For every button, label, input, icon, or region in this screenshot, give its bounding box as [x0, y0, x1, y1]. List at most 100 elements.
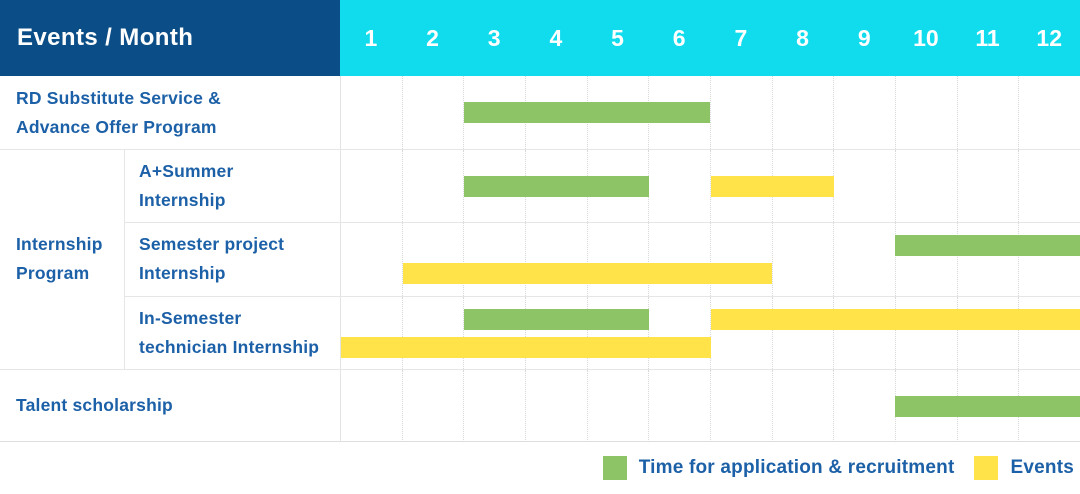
month-header-11: 11: [975, 24, 1000, 51]
subrow-label: In-Semester technician Internship: [139, 307, 320, 357]
month-header-2: 2: [426, 24, 439, 51]
grid-cell: [956, 223, 1019, 296]
grid-cell: [463, 76, 525, 150]
grid-cell: [833, 150, 895, 223]
gantt-bar-green: [895, 235, 1080, 257]
month-header-row: 1 2 3 4 5 6 7 8 9 10 11 12: [340, 0, 1080, 76]
month-header-3: 3: [487, 24, 501, 51]
grid-cell: [833, 296, 895, 369]
grid-cell: [710, 369, 772, 442]
grid-cell: [401, 296, 464, 369]
row-label: RD Substitute Service & Advance Offer Pr…: [16, 87, 221, 137]
row-label: Talent scholarship: [16, 395, 173, 416]
grid-cell: [895, 223, 957, 296]
legend-swatch-green: [602, 456, 627, 480]
grid-cell: [586, 223, 649, 296]
grid-cell: [1018, 150, 1080, 223]
grid-cell: [771, 76, 834, 150]
grid-cell: [401, 223, 464, 296]
grid-cell: [341, 76, 402, 149]
grid-cell: [833, 223, 895, 296]
grid-cell: [586, 296, 649, 369]
grid-cell: [463, 223, 525, 296]
month-header-6: 6: [672, 24, 686, 51]
grid-cell: [771, 296, 834, 369]
gantt-bar-green: [464, 102, 711, 123]
subrows: A+Summer Internship Semester project Inte…: [125, 150, 1080, 369]
grid-cell: [710, 223, 772, 296]
grid-cell: [771, 223, 834, 296]
grid-cell: [401, 76, 464, 150]
grid-cell: [895, 150, 957, 223]
subrow-0: A+Summer Internship: [125, 150, 1080, 223]
grid-cell: [401, 369, 464, 442]
grid-cell: [895, 76, 957, 150]
subrow-1: Semester project Internship: [125, 222, 1080, 296]
row-grid: [340, 150, 1080, 223]
grid-cell: [1018, 296, 1080, 369]
month-header-8: 8: [796, 24, 809, 51]
grid-cell: [648, 369, 710, 442]
month-header-7: 7: [734, 24, 748, 51]
month-header-4: 4: [549, 24, 563, 51]
grid-cell: [648, 150, 710, 223]
month-header-5: 5: [611, 24, 624, 51]
row-grid: [340, 223, 1080, 296]
grid-cell: [586, 369, 649, 442]
grid-cell: [341, 370, 402, 442]
month-header-10: 10: [913, 24, 939, 51]
grid-cell: [341, 150, 402, 222]
gantt-bar-green: [464, 308, 649, 330]
grid-cell: [648, 223, 710, 296]
month-header-1: 1: [364, 24, 378, 51]
grid-cell: [833, 76, 895, 150]
grid-cell: [341, 297, 402, 369]
grid-cell: [463, 150, 525, 223]
row-grid: [340, 296, 1080, 369]
legend-item-yellow: Events: [974, 456, 1074, 480]
month-header-12: 12: [1036, 24, 1063, 51]
group-row-1: Internship Program A+Summer Internship Sem…: [0, 149, 1080, 369]
legend-item-green: Time for application & recruitment: [602, 456, 955, 480]
row-grid: [340, 76, 1080, 150]
grid-cell: [648, 296, 710, 369]
gantt-bar-green: [464, 176, 649, 198]
grid-cell: [341, 223, 402, 295]
grid-cell: [956, 296, 1019, 369]
grid-cell: [463, 296, 525, 369]
gantt-bar-yellow: [710, 308, 1080, 330]
gantt-bar-yellow: [402, 263, 773, 285]
grid-cell: [956, 76, 1019, 150]
month-header-9: 9: [857, 24, 871, 51]
grid-cell: [525, 369, 587, 442]
legend: Time for application & recruitment Events: [0, 442, 1080, 494]
grid-cell: [956, 150, 1019, 223]
gantt-bar-green: [895, 395, 1080, 417]
gantt-bar-yellow: [710, 176, 834, 198]
corner-header: Events / Month: [0, 0, 340, 76]
grid-cell: [525, 223, 587, 296]
legend-swatch-yellow: [974, 456, 999, 480]
row-grid: [340, 369, 1080, 442]
grid-cell: [710, 296, 772, 369]
grid-cell: [401, 150, 464, 223]
legend-label: Time for application & recruitment: [638, 457, 955, 478]
grid-cell: [525, 296, 587, 369]
subrow-label: A+Summer Internship: [139, 161, 234, 211]
grid-cell: [771, 369, 834, 442]
group-label: Internship Program: [0, 150, 125, 369]
grid-cell: [1018, 76, 1080, 150]
subrow-label: Semester project Internship: [139, 234, 285, 284]
grid-cell: [833, 369, 895, 442]
table-row-0: RD Substitute Service & Advance Offer Pr…: [0, 76, 1080, 150]
table-body: RD Substitute Service & Advance Offer Pr…: [0, 76, 1080, 442]
subrow-2: In-Semester technician Internship: [125, 295, 1080, 369]
table-header-row: Events / Month 1 2 3 4 5 6 7 8 9 10 11 12: [0, 0, 1080, 76]
legend-label: Events: [1010, 457, 1074, 478]
grid-cell: [1018, 223, 1080, 296]
grid-cell: [710, 76, 772, 150]
gantt-bar-yellow: [341, 336, 711, 358]
grid-cell: [463, 369, 525, 442]
grid-cell: [895, 296, 957, 369]
